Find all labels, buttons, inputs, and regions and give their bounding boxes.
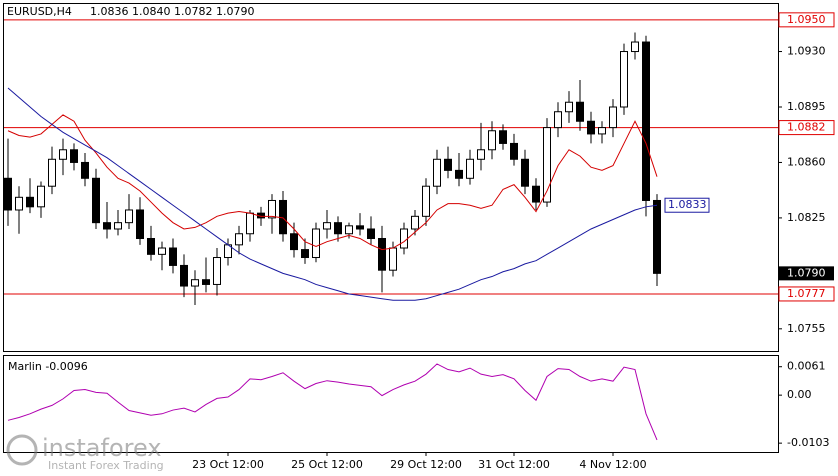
main-pane	[3, 3, 779, 352]
candle-body	[103, 222, 111, 230]
candle-body	[4, 177, 12, 211]
watermark: instaforex Instant Forex Trading	[6, 434, 164, 472]
last-price-box	[779, 266, 834, 281]
candle-body	[400, 228, 408, 249]
candle-body	[70, 149, 78, 163]
candle-body	[455, 169, 463, 179]
symbol: EURUSD,H4	[7, 5, 72, 18]
candle-body	[268, 199, 276, 219]
candle-body	[620, 51, 628, 108]
watermark-logo	[6, 434, 38, 466]
candle-body	[543, 127, 551, 203]
candle-body	[356, 225, 364, 230]
y-tick-label: -0.0103	[787, 436, 829, 449]
candle-body	[433, 158, 441, 187]
candle-body	[26, 196, 34, 208]
indicator-pane	[3, 355, 779, 453]
quote-value: 1.0840	[132, 5, 171, 18]
candle-body	[444, 158, 452, 171]
x-tick-label: 29 Oct 12:00	[390, 458, 462, 471]
moving-average	[7, 114, 658, 251]
candle-body	[367, 228, 375, 240]
candle-body	[48, 158, 56, 187]
y-tick-label: 1.0860	[787, 155, 826, 168]
candle-body	[576, 101, 584, 122]
candle-body	[653, 199, 661, 274]
candle-body	[37, 185, 45, 208]
x-tick-label: 4 Nov 12:00	[579, 458, 646, 471]
candle-body	[213, 257, 221, 285]
candle-body	[147, 238, 155, 255]
level-box	[778, 120, 835, 136]
quote-value: 1.0790	[216, 5, 255, 18]
candle-body	[290, 233, 298, 251]
candle-body	[235, 233, 243, 246]
y-tick-label: 0.00	[787, 388, 812, 401]
quote-value: 1.0836	[90, 5, 129, 18]
candle-body	[488, 130, 496, 151]
level-label: 1.0882	[787, 121, 826, 134]
x-tick-label: 23 Oct 12:00	[192, 458, 264, 471]
candle-body	[521, 158, 529, 187]
candle-body	[598, 127, 606, 135]
candle-body	[59, 149, 67, 160]
candle-body	[345, 225, 353, 235]
candle-body	[312, 228, 320, 259]
candle-body	[466, 158, 474, 179]
x-tick-label: 25 Oct 12:00	[291, 458, 363, 471]
y-tick-label: 1.0755	[787, 322, 826, 335]
indicator-title: Marlin -0.0096	[8, 360, 88, 373]
candle-body	[477, 149, 485, 160]
candle-body	[202, 279, 210, 285]
candle-body	[125, 209, 133, 224]
candle-body	[301, 249, 309, 259]
candle-body	[323, 222, 331, 230]
indicator-line	[7, 363, 658, 441]
x-tick-label: 31 Oct 12:00	[478, 458, 550, 471]
ma-label: 1.0833	[668, 198, 707, 211]
candle-body	[389, 247, 397, 271]
candle-body	[642, 41, 650, 201]
candle-body	[191, 279, 199, 287]
candle-body	[334, 222, 342, 235]
level-label: 1.0950	[787, 13, 826, 26]
candle-body	[169, 247, 177, 266]
candle-body	[180, 264, 188, 287]
candle-body	[609, 106, 617, 129]
candle-body	[565, 101, 573, 113]
quote-value: 1.0782	[174, 5, 213, 18]
candle-body	[422, 185, 430, 217]
candle-body	[587, 120, 595, 135]
y-tick-label: 1.0930	[787, 45, 826, 58]
candle-body	[136, 209, 144, 240]
candle-body	[411, 215, 419, 230]
candle-body	[554, 111, 562, 129]
ma-label-box	[664, 197, 710, 213]
candle-body	[92, 177, 100, 224]
level-box	[778, 12, 835, 28]
level-label: 1.0777	[787, 287, 826, 300]
candle-body	[15, 196, 23, 211]
y-tick-label: 1.0895	[787, 100, 826, 113]
candle-body	[158, 247, 166, 255]
candle-body	[631, 41, 639, 53]
level-box	[778, 286, 835, 302]
candle-body	[81, 161, 89, 179]
candle-body	[246, 212, 254, 235]
moving-average	[7, 87, 658, 301]
watermark-brand: instaforex	[42, 434, 162, 462]
candle-body	[114, 222, 122, 230]
last-price-label: 1.0790	[787, 266, 826, 279]
candle-body	[510, 142, 518, 160]
candle-body	[532, 185, 540, 203]
watermark-tagline: Instant Forex Trading	[48, 459, 164, 472]
y-tick-label: 1.0825	[787, 211, 826, 224]
y-tick-label: 0.0061	[787, 360, 826, 373]
candle-body	[499, 130, 507, 144]
candle-body	[378, 238, 386, 271]
